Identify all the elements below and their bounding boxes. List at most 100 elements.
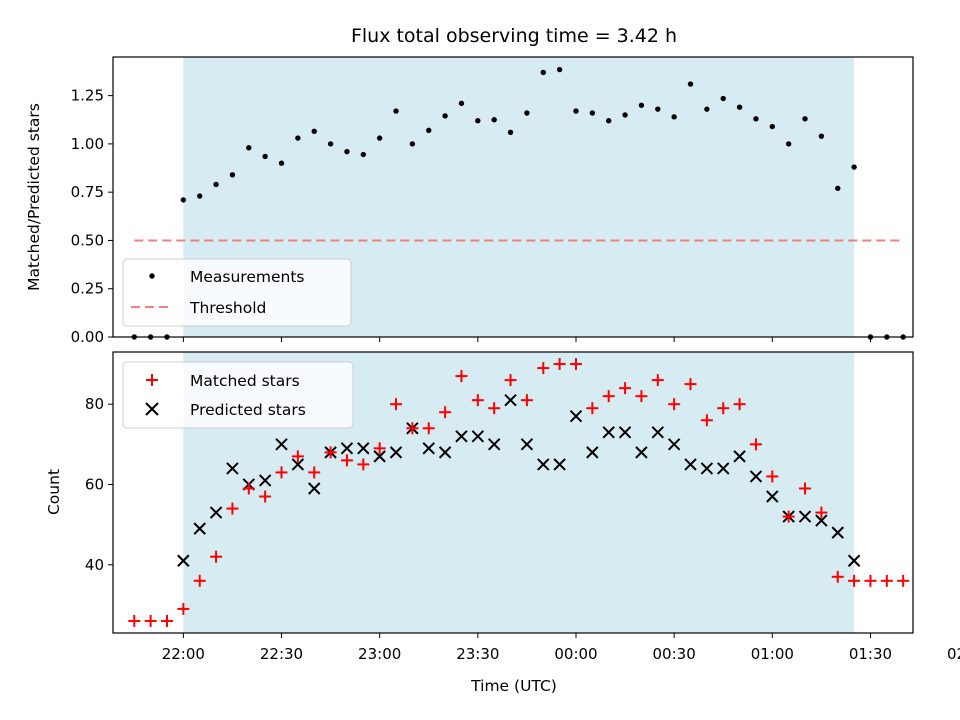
predicted-star-point [193, 522, 206, 535]
matched-star-point [733, 398, 746, 411]
predicted-star-point [602, 426, 615, 439]
x-axis-label: Time (UTC) [470, 677, 557, 695]
matched-star-point [700, 414, 713, 427]
measurement-point [671, 114, 677, 120]
predicted-star-point [422, 442, 435, 455]
predicted-star-point [373, 450, 386, 463]
predicted-star-point [635, 446, 648, 459]
matched-star-point [259, 490, 272, 503]
matched-star-point [520, 394, 533, 407]
measurement-point [229, 172, 236, 178]
matched-star-point [488, 402, 501, 415]
ratio-y-tick-label: 0.50 [71, 231, 104, 249]
measurement-point [720, 95, 726, 102]
matched-star-point [815, 506, 828, 519]
predicted-star-point [520, 438, 534, 451]
predicted-star-point [717, 462, 730, 475]
measurement-point [736, 104, 743, 110]
measurement-point [311, 128, 317, 135]
ratio-y-tick-label: 0.75 [71, 183, 104, 201]
matched-star-point [226, 502, 239, 515]
predicted-star-point [537, 458, 550, 471]
matched-star-point [406, 422, 419, 435]
matched-star-point [848, 574, 861, 587]
count-y-tick-label: 60 [85, 475, 104, 493]
measurement-point [507, 129, 514, 136]
legend-x-marker [145, 402, 159, 416]
matched-star-point [390, 398, 403, 411]
matched-star-point [831, 570, 844, 583]
measurement-point [246, 145, 252, 151]
predicted-star-point [798, 510, 812, 523]
ratio-y-axis-label: Matched/Predicted stars [25, 103, 43, 291]
matched-star-point [422, 422, 435, 435]
matched-star-point [340, 454, 353, 467]
measurement-point [180, 197, 187, 203]
matched-star-point [717, 402, 730, 415]
predicted-star-point [586, 446, 599, 459]
x-tick-label: 02:00 [947, 645, 960, 663]
matched-star-point [357, 458, 370, 471]
measurement-point [360, 151, 367, 158]
measurement-point [426, 127, 432, 134]
measurement-point [213, 181, 219, 188]
measurement-point [769, 123, 776, 130]
measurement-point [524, 110, 530, 116]
x-tick-label: 00:30 [653, 645, 696, 663]
matched-star-point [602, 390, 615, 403]
matched-star-point [897, 574, 910, 587]
measurement-point [655, 106, 661, 112]
matched-star-point [210, 550, 223, 563]
measurement-point [606, 118, 612, 124]
matched-star-point [619, 382, 632, 395]
matched-star-point [749, 438, 762, 451]
ratio-legend: Measurements Threshold [122, 258, 352, 327]
matched-star-point [471, 394, 484, 407]
predicted-star-point [815, 514, 828, 527]
chart-title: Flux total observing time = 3.42 h [351, 25, 677, 47]
matched-star-point [668, 398, 681, 411]
ratio-y-tick-label: 0.00 [71, 328, 104, 346]
matched-star-point [291, 450, 304, 463]
count-panel: 40 60 80 22:00 22:30 23:00 23:30 00:00 00:30 01:… [45, 351, 960, 695]
predicted-star-point [438, 446, 452, 459]
ratio-y-tick-label: 1.00 [71, 135, 104, 153]
x-tick-label: 01:00 [751, 645, 794, 663]
measurement-point [458, 100, 465, 107]
ratio-panel: 0.00 0.25 0.50 0.75 1.00 1.25 Matched/Predict… [25, 56, 914, 346]
matched-star-point [586, 402, 599, 415]
measurement-point [327, 141, 334, 147]
measurement-point [197, 193, 203, 199]
measurement-point [344, 148, 350, 155]
measurement-point [753, 116, 759, 122]
predicted-star-point [749, 470, 763, 483]
ratio-y-tick-label: 0.25 [71, 280, 104, 298]
x-tick-label: 23:00 [358, 645, 401, 663]
matched-star-point [880, 574, 893, 587]
predicted-star-point [258, 474, 272, 487]
measurement-point [785, 141, 792, 147]
measurement-point [278, 160, 285, 166]
measurement-point [851, 164, 857, 170]
matched-star-point [128, 614, 141, 627]
measurement-point [704, 106, 710, 112]
measurement-point [393, 108, 399, 114]
predicted-star-point [553, 458, 566, 471]
legend-measurements: Measurements [190, 268, 305, 286]
matched-star-point [651, 374, 664, 387]
matched-star-point [635, 390, 648, 403]
matched-star-point [193, 574, 206, 587]
measurement-point [262, 153, 268, 160]
matched-star-point [455, 370, 468, 383]
predicted-star-point [847, 554, 861, 567]
measurement-point [540, 69, 546, 76]
measurement-point [491, 117, 497, 123]
measurement-point [295, 135, 301, 141]
matched-star-point [782, 510, 795, 523]
predicted-star-point [700, 462, 714, 475]
predicted-star-point [651, 426, 664, 439]
measurement-point [818, 133, 825, 139]
count-legend: Matched stars Predicted stars [122, 361, 354, 429]
matched-star-point [569, 358, 582, 371]
